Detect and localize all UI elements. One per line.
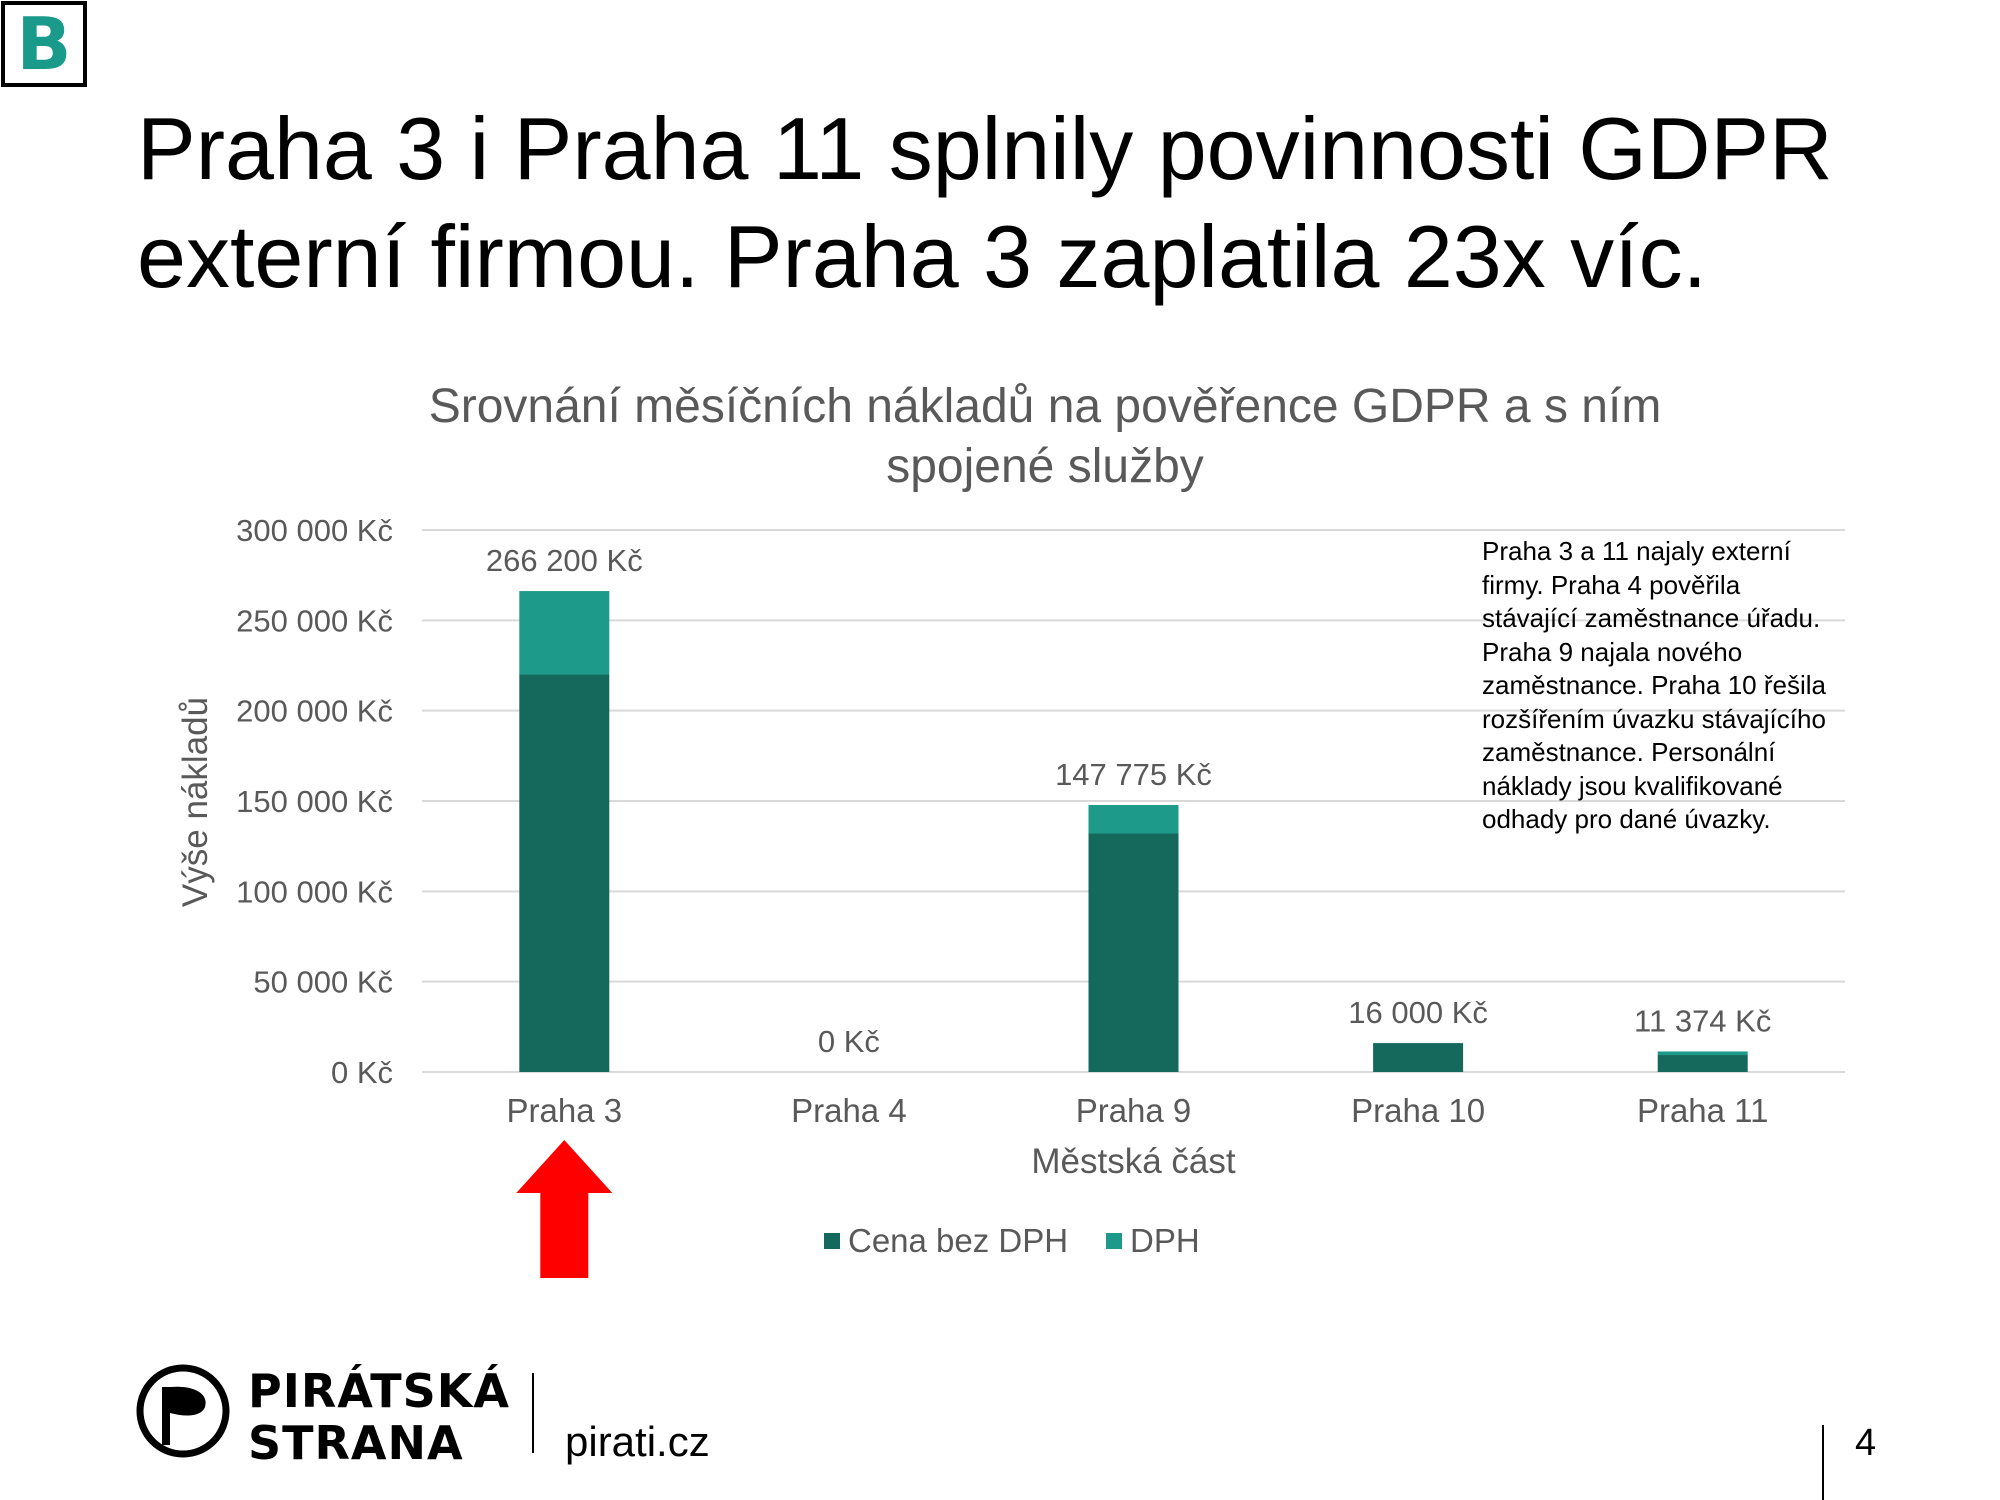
brand-line-1: PIRÁTSKÁ [248, 1364, 511, 1418]
letter-badge: B [1, 1, 87, 87]
x-tick-label: Praha 3 [507, 1092, 623, 1129]
bar-dph [1088, 805, 1179, 834]
page-title-line-2: externí firmou. Praha 3 zaplatila 23x ví… [137, 207, 1708, 306]
x-tick-label: Praha 10 [1351, 1092, 1485, 1129]
y-tick-label: 250 000 Kč [236, 603, 393, 638]
y-tick-label: 50 000 Kč [253, 965, 393, 1000]
page-title: Praha 3 i Praha 11 splnily povinnosti GD… [137, 95, 1937, 311]
bar-total-label: 266 200 Kč [486, 543, 643, 578]
page-number: 4 [1855, 1422, 1877, 1464]
chart-title-line-2: spojené služby [886, 440, 1204, 493]
bar-total-label: 147 775 Kč [1055, 757, 1212, 792]
brand-line-2: STRANA [248, 1416, 464, 1470]
x-tick-label: Praha 11 [1637, 1092, 1768, 1129]
x-axis-title: Městská část [1031, 1142, 1235, 1181]
footer-divider [532, 1373, 534, 1453]
bar-total-label: 0 Kč [818, 1024, 880, 1059]
chart-title-line-1: Srovnání měsíčních nákladů na pověřence … [429, 380, 1662, 433]
x-tick-label: Praha 4 [791, 1092, 907, 1129]
cost-bar-chart: Srovnání měsíčních nákladů na pověřence … [176, 380, 1845, 1278]
bar-cena-bez-dph [519, 674, 610, 1072]
party-brand-name: PIRÁTSKÁ STRANA [248, 1365, 510, 1469]
legend-label: Cena bez DPH [848, 1222, 1068, 1259]
page-number-divider [1822, 1425, 1824, 1500]
page-title-line-1: Praha 3 i Praha 11 splnily povinnosti GD… [137, 99, 1833, 198]
highlight-arrow-icon [516, 1140, 613, 1278]
bar-dph [1657, 1051, 1748, 1056]
legend-swatch-cena-bez-dph [824, 1233, 840, 1249]
website-link[interactable]: pirati.cz [565, 1418, 710, 1465]
bar-total-label: 11 374 Kč [1634, 1003, 1771, 1038]
y-axis-title: Výše nákladů [176, 697, 215, 907]
bar-cena-bez-dph [1088, 833, 1179, 1072]
legend-label: DPH [1130, 1222, 1200, 1259]
pirate-party-logo-icon [136, 1364, 230, 1458]
legend-swatch-dph [1106, 1233, 1122, 1249]
bar-total-label: 16 000 Kč [1348, 995, 1488, 1030]
y-tick-label: 300 000 Kč [236, 513, 393, 548]
y-tick-label: 100 000 Kč [236, 874, 393, 909]
y-tick-label: 0 Kč [331, 1055, 393, 1090]
x-tick-label: Praha 9 [1076, 1092, 1192, 1129]
bar-cena-bez-dph [1373, 1043, 1464, 1072]
y-tick-label: 150 000 Kč [236, 784, 393, 819]
bar-dph [519, 591, 610, 675]
bar-cena-bez-dph [1657, 1055, 1748, 1072]
y-tick-label: 200 000 Kč [236, 694, 393, 729]
chart-annotation-note: Praha 3 a 11 najaly externí firmy. Praha… [1482, 536, 1826, 834]
